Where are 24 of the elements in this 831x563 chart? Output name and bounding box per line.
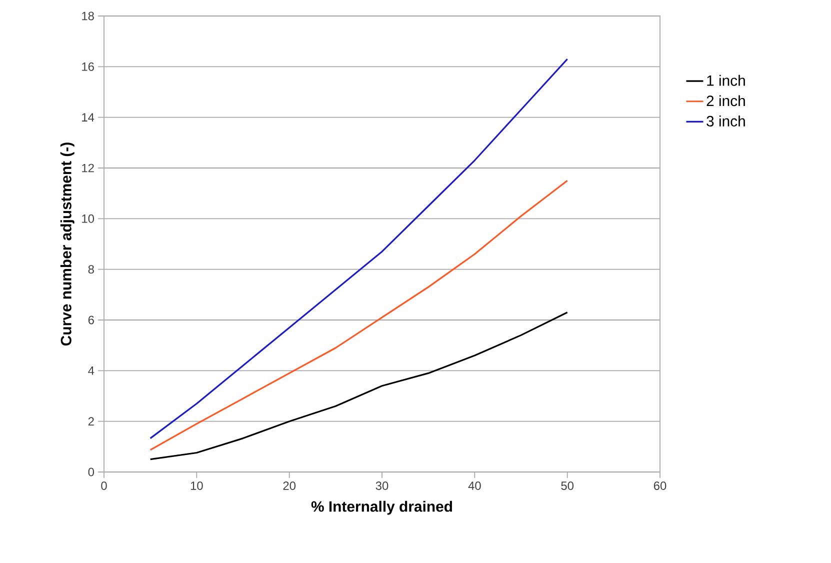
line-series	[150, 180, 568, 451]
x-tick-label: 30	[376, 482, 388, 490]
y-tick-label: 14	[82, 113, 94, 122]
legend-label: 3 inch	[706, 116, 745, 126]
y-tick-label: 0	[88, 468, 94, 476]
legend-label: 2 inch	[706, 95, 745, 106]
x-tick-label: 60	[654, 482, 666, 490]
line-series	[150, 312, 568, 460]
x-tick-label: 40	[468, 482, 481, 490]
y-tick-label: 18	[82, 12, 94, 20]
x-tick-label: 10	[190, 482, 203, 490]
y-axis-title: Curve number adjustment (-)	[60, 142, 74, 346]
y-tick-label: 10	[82, 214, 94, 223]
legend-label: 1 inch	[707, 74, 745, 86]
y-tick-label: 16	[82, 62, 94, 71]
x-tick-label: 0	[101, 482, 107, 490]
y-tick-label: 4	[88, 366, 94, 375]
x-tick-label: 50	[561, 482, 574, 490]
y-tick-label: 6	[88, 316, 94, 324]
y-tick-label: 2	[88, 417, 94, 426]
x-axis-title: % Internally drained	[311, 500, 452, 515]
x-tick-label: 20	[283, 482, 296, 490]
y-tick-label: 12	[82, 164, 94, 172]
y-tick-label: 8	[88, 265, 94, 274]
